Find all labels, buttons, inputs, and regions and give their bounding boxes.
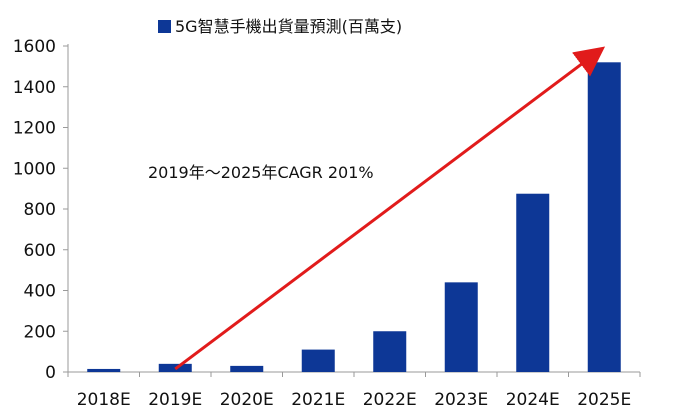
bar: [587, 62, 621, 373]
y-tick-label: 1000: [13, 159, 56, 179]
y-tick-label: 1400: [13, 78, 56, 98]
x-axis: 2018E 2019E 2020E 2021E 2022E 2023E 2024E 2025E: [67, 371, 641, 410]
x-tick-label: 2025E: [577, 390, 631, 410]
x-tick-label: 2023E: [434, 390, 488, 410]
y-tick-label: 800: [24, 200, 56, 220]
bar: [444, 282, 478, 372]
legend-label: 5G智慧手機出貨量預測(百萬支): [175, 17, 402, 36]
x-tick-label: 2018E: [77, 390, 131, 410]
y-tick-label: 1600: [13, 37, 56, 57]
trend-arrow: [174, 46, 606, 371]
legend-swatch: [158, 20, 171, 33]
y-tick-label: 600: [24, 241, 56, 261]
bar: [87, 368, 121, 372]
cagr-annotation: 2019年～2025年CAGR 201%: [148, 163, 374, 182]
x-tick-label: 2022E: [363, 390, 417, 410]
legend: 5G智慧手機出貨量預測(百萬支): [158, 17, 402, 36]
x-tick-label: 2021E: [291, 390, 345, 410]
x-tick-label: 2019E: [148, 390, 202, 410]
bar: [230, 365, 264, 372]
x-tick-label: 2024E: [506, 390, 560, 410]
y-tick-label: 400: [24, 282, 56, 302]
y-tick-label: 0: [45, 363, 56, 383]
x-tick-label: 2020E: [220, 390, 274, 410]
bar: [301, 349, 335, 372]
bar: [516, 193, 550, 372]
bars: [87, 62, 621, 373]
y-tick-label: 200: [24, 322, 56, 342]
y-tick-label: 1200: [13, 119, 56, 139]
y-axis: 0 200 400 600 800 1000 1200 1400 1600: [13, 37, 69, 383]
bar: [373, 331, 407, 372]
annotation: 2019年～2025年CAGR 201%: [148, 46, 606, 371]
